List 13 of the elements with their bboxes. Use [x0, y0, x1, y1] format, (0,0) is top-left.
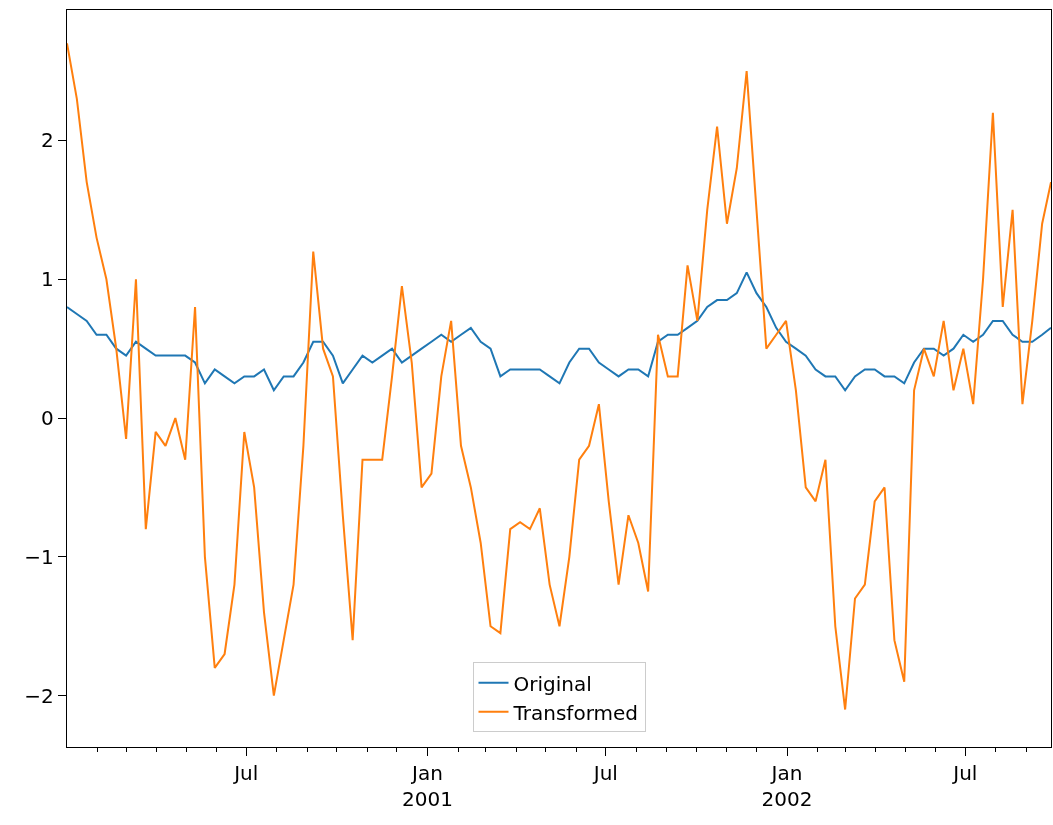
- y-tick-label: −1: [24, 544, 54, 569]
- x-tick-label: Jan 2001: [402, 761, 453, 812]
- legend-label: Transformed: [512, 700, 638, 725]
- x-tick-label: Jan 2002: [761, 761, 813, 812]
- y-tick-label: 2: [41, 128, 54, 153]
- line-series: [67, 271, 1051, 392]
- y-tick-label: 1: [41, 267, 54, 292]
- y-tick-label: −2: [24, 683, 54, 708]
- y-tick-label: 0: [41, 406, 54, 431]
- x-tick-label: Jul: [232, 761, 259, 786]
- legend-label: Original: [513, 671, 592, 696]
- x-tick-label: Jul: [591, 761, 618, 786]
- x-tick-label: Jul: [951, 761, 978, 786]
